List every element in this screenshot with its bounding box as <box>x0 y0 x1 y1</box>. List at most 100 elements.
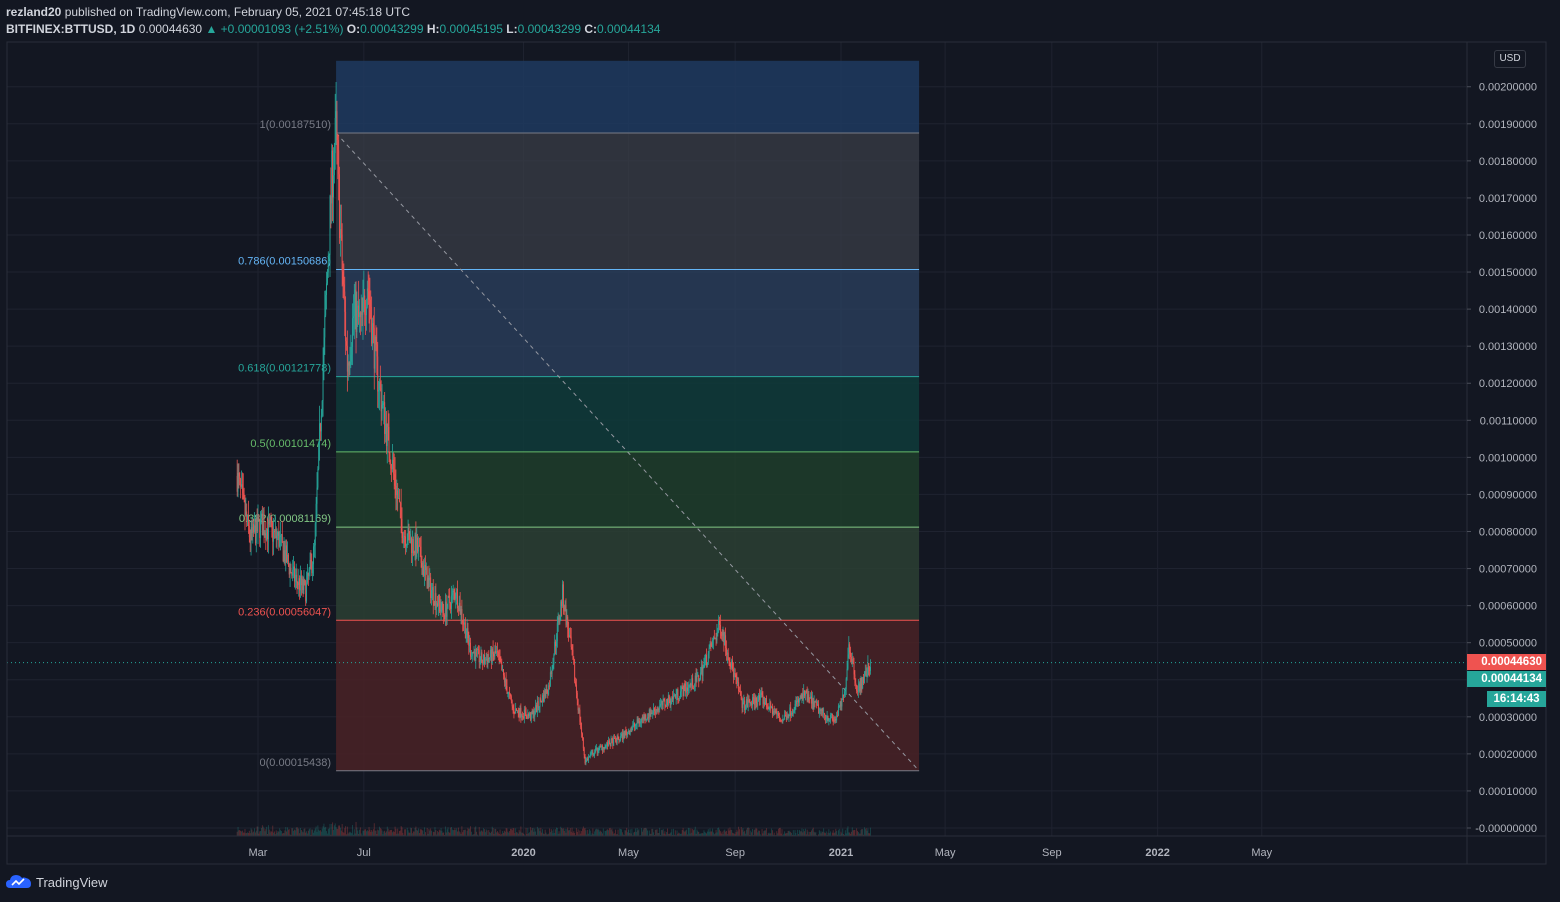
candle-body <box>438 594 439 606</box>
candle-body <box>397 490 399 499</box>
candle-body <box>344 291 346 312</box>
volume-bar <box>707 829 709 836</box>
volume-bar <box>753 829 755 836</box>
volume-bar <box>298 828 300 836</box>
candle-body <box>492 648 494 654</box>
volume-bar <box>835 828 837 836</box>
volume-bar <box>251 829 253 836</box>
candle-body <box>393 469 395 475</box>
volume-bar <box>571 827 573 836</box>
volume-bar <box>480 830 482 836</box>
volume-bar <box>613 833 615 836</box>
candle-body <box>795 701 797 705</box>
volume-bar <box>650 833 652 836</box>
candle-body <box>646 718 648 720</box>
volume-bar <box>663 833 665 836</box>
volume-bar <box>447 827 449 836</box>
volume-bar <box>307 830 309 836</box>
candle-body <box>247 515 249 521</box>
candle-body <box>619 739 621 741</box>
volume-bar <box>765 830 766 836</box>
candle-body <box>520 707 522 718</box>
candle-body <box>562 584 564 608</box>
volume-bar <box>780 833 782 836</box>
candle-body <box>374 336 376 369</box>
volume-bar <box>844 830 846 836</box>
candle-body <box>533 711 535 717</box>
volume-bar <box>854 830 856 836</box>
volume-bar <box>669 833 671 836</box>
volume-bar <box>391 829 393 836</box>
volume-bar <box>744 830 746 836</box>
volume-bar <box>436 834 438 836</box>
volume-bar <box>404 829 406 836</box>
volume-bar <box>401 827 403 836</box>
candle-body <box>379 381 380 390</box>
candle-body <box>708 647 710 654</box>
volume-bar <box>355 821 357 836</box>
candle-body <box>777 713 779 715</box>
author-name[interactable]: rezland20 <box>6 5 62 19</box>
candle-body <box>537 701 539 707</box>
candle-body <box>282 542 284 561</box>
currency-button[interactable]: USD <box>1494 50 1526 68</box>
candle-body <box>723 632 725 646</box>
candle-body <box>615 739 617 743</box>
volume-bar <box>485 829 487 836</box>
volume-bar <box>427 833 429 836</box>
candle-body <box>664 700 666 706</box>
candle-body <box>310 559 312 562</box>
candle-body <box>630 730 632 732</box>
candle-body <box>850 656 852 664</box>
candle-body <box>243 493 245 500</box>
volume-bar <box>448 831 450 836</box>
volume-bar <box>700 833 701 836</box>
candle-body <box>472 652 474 654</box>
candle-body <box>752 697 753 706</box>
x-tick-label: Mar <box>249 847 268 859</box>
y-tick-label: 0.00120000 <box>1479 378 1537 390</box>
volume-bar <box>486 830 488 836</box>
volume-bar <box>359 827 361 836</box>
volume-bar <box>542 833 544 836</box>
volume-bar <box>490 833 491 836</box>
volume-bar <box>242 832 244 836</box>
candle-body <box>505 678 507 687</box>
volume-bar <box>246 833 248 836</box>
candle-body <box>401 519 403 539</box>
volume-bar <box>755 827 757 836</box>
volume-bar <box>418 828 419 836</box>
candle-body <box>837 706 839 716</box>
volume-bar <box>264 831 266 836</box>
volume-bar <box>358 833 360 836</box>
candle-body <box>494 650 496 657</box>
volume-bar <box>654 834 655 836</box>
candle-body <box>458 602 460 612</box>
y-tick-label: 0.00090000 <box>1479 489 1537 501</box>
candle-body <box>246 511 248 521</box>
y-tick-label: 0.00200000 <box>1479 82 1537 94</box>
candle-body <box>601 746 603 748</box>
candle-body <box>863 677 865 684</box>
symbol-name[interactable]: BITFINEX:BTTUSD, 1D <box>6 22 136 36</box>
candle-body <box>612 739 614 746</box>
volume-bar <box>438 832 439 836</box>
volume-bar <box>806 829 808 836</box>
volume-bar <box>439 830 441 836</box>
candle-body <box>573 659 575 665</box>
fib-zone <box>336 269 920 377</box>
candle-body <box>278 531 280 547</box>
volume-bar <box>311 829 313 836</box>
volume-bar <box>551 830 553 836</box>
volume-bar <box>565 832 567 836</box>
volume-bar <box>517 833 519 836</box>
x-tick-label: Sep <box>1042 847 1062 859</box>
y-tick-label: 0.00180000 <box>1479 156 1537 168</box>
tradingview-logo[interactable]: TradingView <box>6 874 108 890</box>
candle-body <box>294 577 296 582</box>
volume-bar <box>785 833 786 836</box>
volume-bar <box>297 828 299 836</box>
volume-bar <box>514 833 516 836</box>
volume-bar <box>472 834 474 836</box>
